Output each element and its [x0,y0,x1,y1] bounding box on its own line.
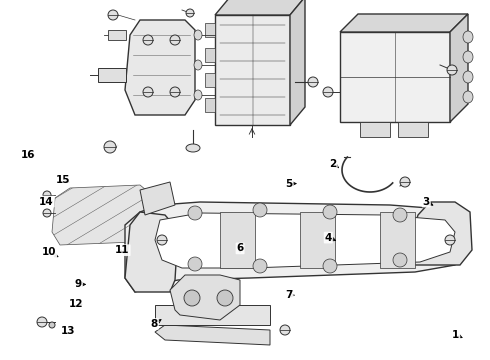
Circle shape [170,87,180,97]
Circle shape [253,203,267,217]
Polygon shape [155,213,455,268]
Ellipse shape [186,144,200,152]
Ellipse shape [463,31,473,43]
Text: 2: 2 [330,159,337,169]
Text: 13: 13 [60,326,75,336]
Circle shape [186,9,194,17]
Circle shape [43,209,51,217]
Circle shape [37,317,47,327]
Text: 5: 5 [286,179,293,189]
Polygon shape [125,20,195,115]
Circle shape [157,235,167,245]
Polygon shape [220,212,255,268]
Circle shape [170,35,180,45]
Polygon shape [125,212,178,292]
Bar [215,15,290,125]
Circle shape [400,177,410,187]
Circle shape [393,208,407,222]
Polygon shape [52,185,152,245]
Text: 1: 1 [452,330,459,340]
Circle shape [188,257,202,271]
Bar [360,122,390,137]
Circle shape [393,253,407,267]
Text: 10: 10 [42,247,56,257]
Text: 12: 12 [69,299,83,309]
Bar [108,30,126,40]
Polygon shape [340,14,468,32]
Polygon shape [215,0,305,15]
Text: 6: 6 [237,243,244,253]
Circle shape [188,206,202,220]
Bar [155,305,270,325]
Bar [98,68,126,82]
Text: 14: 14 [39,197,54,207]
Circle shape [323,259,337,273]
Ellipse shape [463,91,473,103]
Circle shape [280,325,290,335]
Polygon shape [155,325,270,345]
Circle shape [323,87,333,97]
Text: 7: 7 [285,290,293,300]
Circle shape [323,205,337,219]
Text: 11: 11 [115,245,130,255]
Text: 3: 3 [423,197,430,207]
Ellipse shape [194,90,202,100]
Text: 9: 9 [75,279,82,289]
Polygon shape [300,212,335,268]
Polygon shape [380,212,415,268]
Bar [205,98,215,112]
Ellipse shape [463,71,473,83]
Polygon shape [450,14,468,122]
Circle shape [308,77,318,87]
Polygon shape [290,0,305,125]
Text: 8: 8 [151,319,158,329]
Circle shape [143,35,153,45]
Text: 15: 15 [55,175,70,185]
Circle shape [104,141,116,153]
Ellipse shape [463,51,473,63]
Polygon shape [408,202,472,265]
Circle shape [217,290,233,306]
Polygon shape [140,182,175,215]
Circle shape [447,65,457,75]
Circle shape [143,87,153,97]
Polygon shape [125,202,470,292]
Ellipse shape [194,60,202,70]
Bar [205,73,215,87]
Circle shape [49,322,55,328]
Circle shape [445,235,455,245]
Text: 16: 16 [21,150,36,160]
Circle shape [108,10,118,20]
Polygon shape [170,275,240,320]
Bar [340,32,450,122]
Ellipse shape [194,30,202,40]
Bar [205,48,215,62]
Circle shape [43,191,51,199]
Bar [205,23,215,37]
Circle shape [184,290,200,306]
Circle shape [253,259,267,273]
Text: 4: 4 [324,233,332,243]
Bar [398,122,428,137]
